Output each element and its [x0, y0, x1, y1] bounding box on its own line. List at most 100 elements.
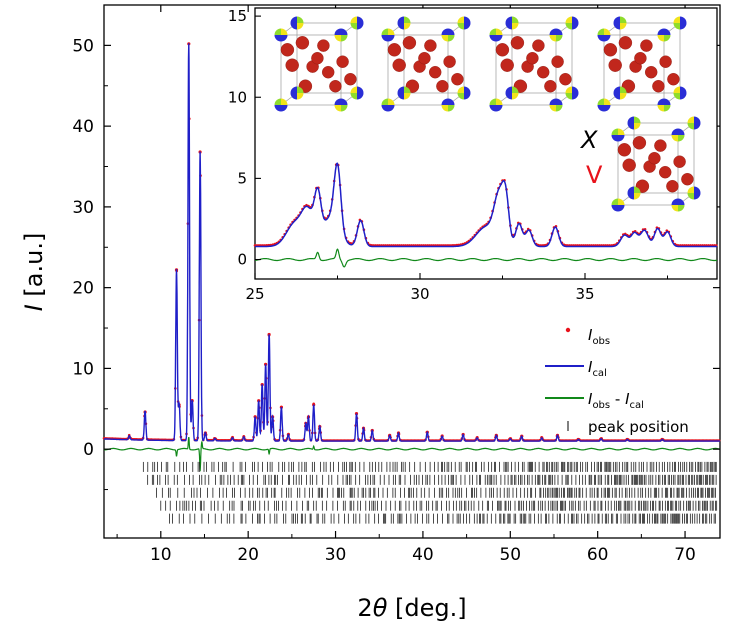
metal-site — [565, 86, 579, 100]
peak-tick-row — [160, 500, 718, 511]
metal-site — [290, 86, 304, 100]
y-tick-label: 50 — [72, 36, 94, 56]
site-sector — [694, 116, 701, 130]
oxygen-atom — [280, 43, 295, 57]
oxygen-atom — [673, 155, 686, 168]
metal-site — [687, 186, 701, 200]
site-sector — [657, 28, 671, 35]
site-sector — [620, 23, 627, 30]
oxygen-atom — [418, 52, 431, 65]
metal-site — [657, 28, 671, 42]
oxygen-atom — [429, 65, 442, 79]
oxygen-atom — [654, 139, 667, 152]
inset-plot: 25 30 35 0 5 10 15 X V — [228, 7, 718, 303]
cell-edge — [633, 122, 695, 194]
oxygen-atom — [551, 55, 564, 68]
y-tick-label: 20 — [72, 279, 94, 299]
metal-site — [671, 128, 685, 142]
oxygen-atoms — [280, 36, 357, 93]
main-x-axis: 10 20 30 40 50 60 70 — [116, 5, 696, 565]
x-tick-label: 10 — [150, 545, 172, 565]
site-sector — [441, 28, 455, 35]
metal-site — [611, 128, 625, 142]
site-sector — [457, 23, 464, 30]
site-sector — [381, 98, 388, 105]
site-sector — [604, 98, 611, 105]
site-sector — [572, 16, 579, 30]
site-sector — [381, 35, 395, 42]
cell-edge — [603, 34, 665, 106]
site-sector — [388, 98, 395, 105]
site-sector — [664, 35, 671, 42]
legend: Iobs Ical Iobs - Ical peak position — [545, 326, 689, 436]
site-sector — [489, 28, 496, 35]
oxygen-atom — [532, 39, 545, 52]
oxygen-atoms — [495, 36, 572, 93]
site-sector — [673, 23, 680, 30]
site-sector — [657, 105, 664, 112]
site-sector — [657, 35, 664, 42]
metal-site — [397, 86, 411, 100]
metal-site — [627, 116, 641, 130]
site-sector — [634, 116, 641, 123]
metal-site — [290, 16, 304, 30]
metal-site — [381, 98, 395, 112]
site-sector — [620, 16, 627, 23]
inset-y-axis: 0 5 10 15 — [228, 7, 261, 269]
inset-y-tick-label: 0 — [237, 251, 247, 269]
metal-site — [597, 98, 611, 112]
site-sector — [620, 93, 627, 100]
oxygen-atom — [387, 43, 402, 57]
oxygen-atom — [344, 72, 357, 86]
oxygen-atom — [424, 39, 437, 52]
site-sector — [687, 123, 694, 130]
site-sector — [671, 198, 685, 205]
crystal-structures — [274, 16, 701, 212]
oxygen-atom — [495, 43, 510, 57]
inset-cal-line — [255, 162, 717, 248]
site-sector — [350, 93, 357, 100]
metal-site — [489, 28, 503, 42]
legend-label-cal: Ical — [588, 358, 607, 379]
legend-marker-obs — [565, 327, 571, 333]
legend-label-obs: Iobs — [588, 326, 610, 347]
site-sector — [388, 28, 395, 35]
site-sector — [565, 86, 572, 93]
oxygen-atoms — [617, 136, 694, 193]
site-sector — [565, 93, 572, 100]
site-sector — [397, 16, 404, 30]
site-sector — [457, 16, 464, 23]
metal-site — [505, 16, 519, 30]
oxygen-atom — [317, 39, 330, 52]
site-sector — [512, 16, 519, 23]
site-sector — [281, 28, 288, 35]
site-sector — [687, 116, 694, 123]
inset-x-tick-label: 30 — [410, 285, 429, 303]
site-sector — [290, 86, 297, 100]
site-sector — [505, 16, 512, 30]
oxygen-atom — [681, 172, 694, 186]
crystal-cell-1 — [274, 16, 364, 112]
site-sector — [297, 86, 304, 93]
oxygen-atom — [667, 72, 680, 86]
site-sector — [404, 86, 411, 93]
site-sector — [489, 98, 496, 105]
oxygen-atom — [666, 179, 679, 193]
site-sector — [549, 35, 556, 42]
metal-site — [673, 16, 687, 30]
site-sector — [687, 186, 694, 193]
metal-site — [489, 98, 503, 112]
metal-site — [597, 28, 611, 42]
site-sector — [357, 86, 364, 100]
oxygen-atom — [322, 65, 335, 79]
metal-site — [334, 98, 348, 112]
site-sector — [549, 105, 556, 112]
site-sector — [671, 135, 678, 142]
oxygen-atom — [632, 136, 647, 150]
oxygen-atom — [436, 79, 449, 93]
oxygen-atom — [544, 79, 557, 93]
oxygen-atom — [443, 55, 456, 68]
site-sector — [404, 93, 411, 100]
legend-label-peak: peak position — [588, 418, 689, 436]
